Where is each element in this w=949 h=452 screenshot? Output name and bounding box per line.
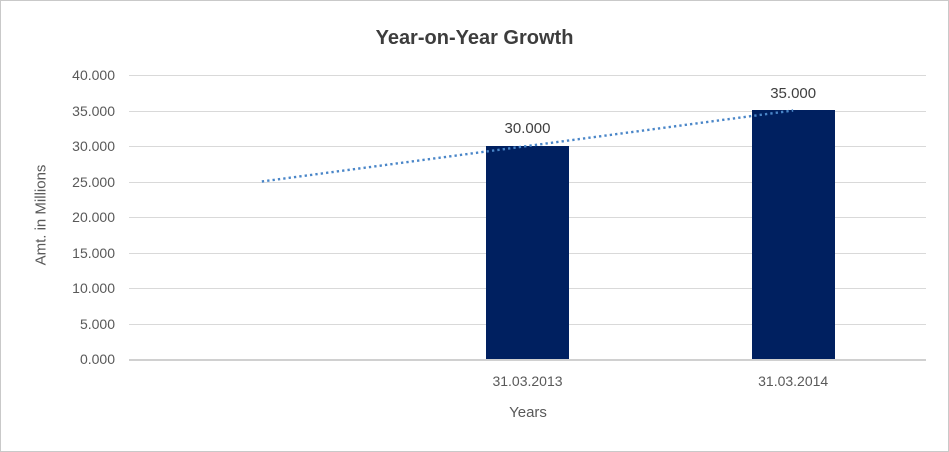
y-tick-label: 30.000 xyxy=(72,138,115,154)
bar-31.03.2014 xyxy=(751,110,835,359)
y-tick-label: 40.000 xyxy=(72,67,115,83)
plot-area xyxy=(129,75,926,361)
gridline xyxy=(129,75,926,76)
bar-31.03.2013 xyxy=(486,146,569,359)
y-axis-title: Amt. in Millions xyxy=(32,164,50,266)
y-tick-label: 20.000 xyxy=(72,209,115,225)
chart-title: Year-on-Year Growth xyxy=(375,27,574,49)
y-tick-label: 15.000 xyxy=(72,244,115,261)
bar-value-label: 35.000 xyxy=(770,84,817,102)
x-axis-line xyxy=(129,359,926,361)
y-tick-label: 0.000 xyxy=(79,351,115,367)
y-tick-label: 10.000 xyxy=(72,280,115,296)
y-tick-label: 25.000 xyxy=(72,173,115,190)
x-axis-title: Years xyxy=(509,404,547,421)
x-tick-label: 31.03.2013 xyxy=(492,373,563,389)
bar-value-label: 30.000 xyxy=(504,120,551,137)
x-tick-label: 31.03.2014 xyxy=(758,373,829,389)
y-tick-label: 5.000 xyxy=(79,315,115,332)
y-tick-label: 35.000 xyxy=(72,102,115,119)
